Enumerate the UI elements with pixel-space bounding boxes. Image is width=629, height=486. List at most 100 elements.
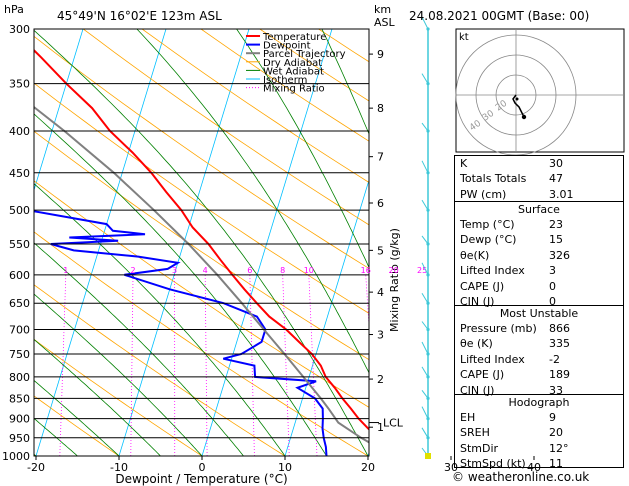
hodo-row: SREH 20: [460, 426, 563, 440]
pressure-tick-label: 950: [9, 432, 30, 445]
surface-row: Temp (°C) 23: [460, 218, 563, 231]
pressure-tick-label: 700: [9, 324, 30, 337]
most-unstable-title: Most Unstable: [499, 307, 579, 320]
mixing-ratio-label: 16: [361, 266, 371, 275]
pressure-unit-label: hPa: [4, 3, 24, 16]
hodograph-end: [521, 114, 527, 120]
wet-adiabat-line: [34, 379, 120, 456]
hodo-row: EH 9: [460, 411, 556, 424]
hodograph-unit-label: kt: [459, 32, 469, 43]
surface-panel: Surface Temp (°C) 23 Dewp (°C) 15 θe(K) 326…: [454, 201, 624, 308]
mu-row: CIN (J) 33: [460, 383, 563, 397]
wind-barb: [421, 122, 429, 132]
hodo-row: StmDir 12°: [460, 441, 569, 455]
height-unit-sub-label: ASL: [374, 16, 396, 29]
legend-entry: Parcel Trajectory: [263, 49, 346, 60]
mixing-ratio-line: [282, 274, 290, 456]
legend-entry: Dewpoint: [263, 41, 311, 52]
dry-adiabat-line: [141, 29, 369, 183]
x-tick-label: 10: [278, 461, 292, 474]
isotherm-line: [34, 29, 84, 192]
dry-adiabat-line: [34, 35, 369, 269]
wind-barb: [421, 235, 429, 245]
wet-adiabat-line: [34, 183, 286, 456]
x-tick-label: -10: [110, 461, 128, 474]
mu-row: Lifted Index -2: [460, 352, 560, 366]
most-unstable-panel: Most Unstable Pressure (mb) 866 θe (K) 335…: [454, 305, 624, 397]
wind-barb: [421, 406, 429, 419]
dewpoint-line: [34, 210, 328, 456]
index-row-tt: Totals Totals 47: [460, 172, 563, 186]
wind-barb: [421, 262, 429, 276]
legend-entry: Wet Adiabat: [263, 66, 324, 77]
pressure-tick-label: 400: [9, 125, 30, 138]
mixing-ratio-label: 6: [247, 266, 252, 275]
x-tick-label: 0: [199, 461, 206, 474]
km-tick-label: 5: [377, 244, 384, 257]
legend-entry: Isotherm: [263, 75, 307, 86]
mixing-ratio-label: 4: [203, 266, 208, 275]
mu-row: θe (K) 335: [460, 337, 570, 351]
pressure-tick-label: 650: [9, 297, 30, 310]
hodograph-table-title: Hodograph: [508, 396, 570, 409]
mixing-ratio-label: 25: [417, 266, 427, 275]
mixing-ratio-label: 10: [304, 266, 314, 275]
pressure-tick-label: 450: [9, 167, 30, 180]
storm-motion-marker: [515, 97, 519, 101]
parcel-line: [34, 105, 369, 444]
x-tick-label: 20: [361, 461, 375, 474]
km-tick-label: 3: [377, 329, 384, 342]
mixing-ratio-label: 1: [63, 266, 68, 275]
mixing-ratio-label: 20: [389, 266, 399, 275]
mixing-ratio-line: [130, 274, 134, 456]
km-tick-label: 4: [377, 286, 384, 299]
pressure-tick-label: 550: [9, 238, 30, 251]
isotherm-line: [201, 29, 333, 456]
pressure-tick-label: 350: [9, 78, 30, 91]
wind-barb: [421, 160, 429, 174]
mu-row: CAPE (J) 189: [460, 368, 570, 382]
wind-barb: [421, 16, 429, 30]
mixing-ratio-axis-label: Mixing Ratio (g/kg): [388, 228, 401, 332]
mixing-ratio-label: 2: [130, 266, 135, 275]
wind-barb: [421, 73, 429, 84]
indices-panel: K 30 Totals Totals 47 PW (cm) 3.01: [454, 155, 624, 201]
index-row-pw: PW (cm) 3.01: [460, 187, 574, 201]
dry-adiabat-line: [83, 29, 369, 226]
pressure-tick-label: 500: [9, 204, 30, 217]
surface-row: CAPE (J) 0: [460, 279, 556, 293]
mixing-ratio-label: 3: [172, 266, 177, 275]
wind-barbs: [421, 16, 431, 459]
lcl-label: LCL: [383, 417, 404, 430]
km-tick-label: 8: [377, 102, 384, 115]
pressure-tick-label: 750: [9, 348, 30, 361]
mu-row: Pressure (mb) 866: [460, 322, 570, 335]
surface-wind-marker: [425, 453, 431, 459]
surface-title: Surface: [518, 203, 560, 216]
mixing-ratio-line: [204, 274, 208, 456]
wind-barb: [421, 390, 429, 399]
x-axis-label: Dewpoint / Temperature (°C): [115, 472, 287, 486]
wind-barb: [421, 321, 429, 330]
surface-row: Lifted Index 3: [460, 264, 556, 278]
wind-barb: [421, 341, 429, 355]
index-row-k: K 30: [460, 157, 563, 170]
wet-adiabat-line: [236, 29, 369, 269]
wet-adiabat-line: [34, 338, 161, 456]
surface-row: Dewp (°C) 15: [460, 233, 563, 247]
pressure-tick-label: 900: [9, 413, 30, 426]
hodograph-trace: [512, 94, 525, 118]
date-label: 24.08.2021 00GMT (Base: 00): [409, 9, 590, 23]
x-tick-label: -20: [27, 461, 45, 474]
dry-adiabat-line: [34, 284, 286, 456]
legend-entry: Temperature: [262, 32, 326, 43]
wind-barb: [421, 199, 429, 211]
wind-barb: [421, 366, 429, 378]
km-tick-label: 1: [377, 421, 384, 434]
hodograph-table-panel: Hodograph EH 9 SREH 20 StmDir 12° StmSpd (k…: [454, 394, 624, 470]
mixing-ratio-label: 8: [280, 266, 285, 275]
mixing-ratio-line: [422, 275, 437, 456]
